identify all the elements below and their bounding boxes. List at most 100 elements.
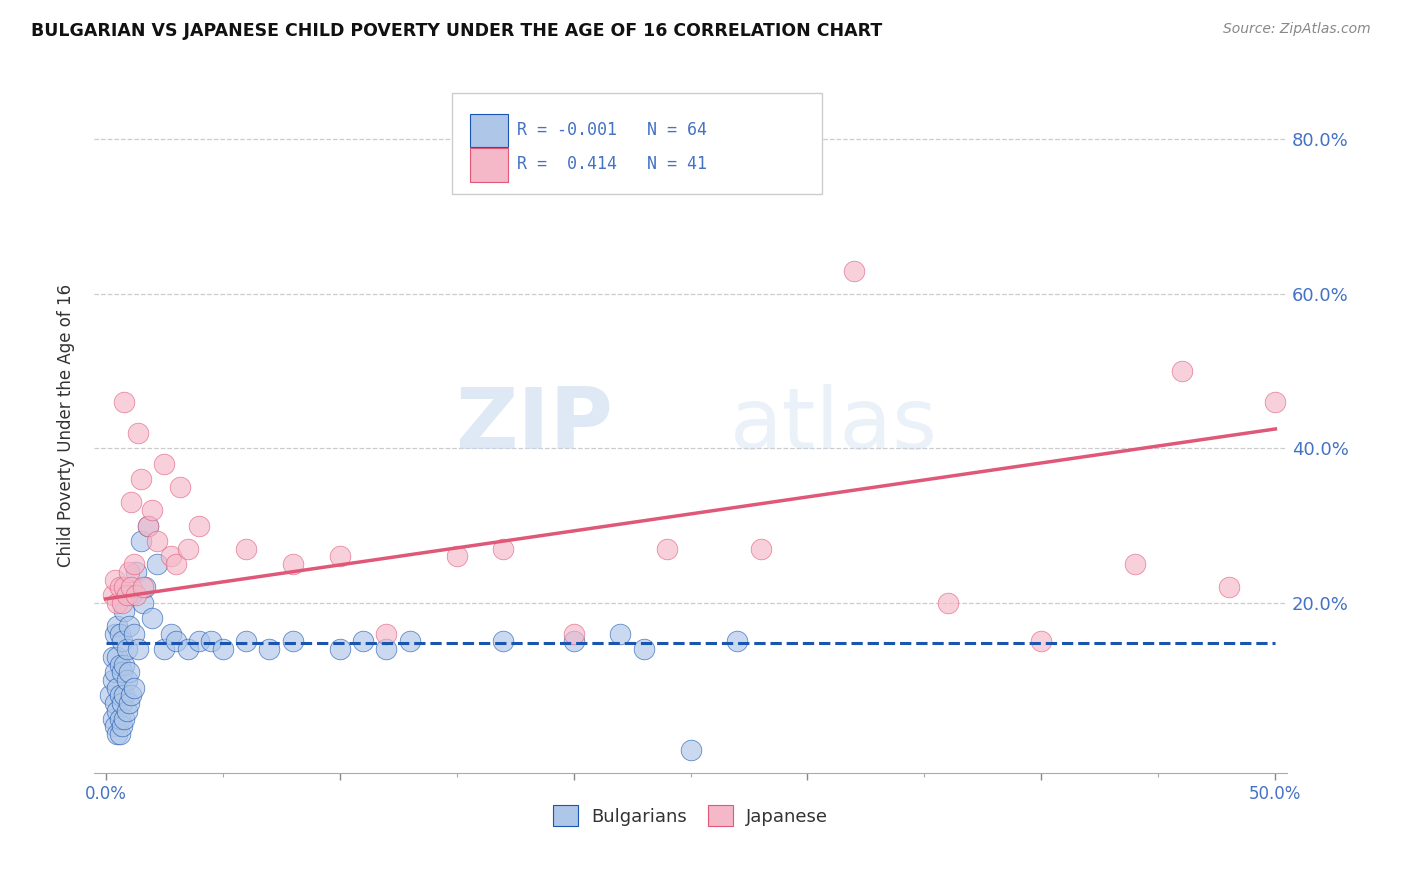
Point [112,689,135,703]
Point [105,596,128,610]
Text: R = -0.001   N = 64: R = -0.001 N = 64 [517,120,707,138]
Point [749,541,772,556]
Point [492,634,515,648]
Point [609,626,631,640]
Point [115,642,138,657]
Point [141,611,163,625]
Point [105,727,128,741]
Point [118,665,141,680]
Point [98,689,121,703]
Point [562,626,585,640]
Point [115,588,138,602]
Point [101,588,124,602]
Point [125,565,148,579]
Text: ZIP: ZIP [456,384,613,467]
Point [146,557,169,571]
Text: Source: ZipAtlas.com: Source: ZipAtlas.com [1223,22,1371,37]
Point [125,588,148,602]
Point [101,673,124,687]
Point [129,472,152,486]
Point [146,533,169,548]
FancyBboxPatch shape [470,113,508,147]
Point [108,727,131,741]
Point [375,642,398,657]
Point [200,634,222,648]
Point [1123,557,1146,571]
Point [111,596,134,610]
Point [281,557,304,571]
Point [115,704,138,718]
Point [104,665,127,680]
Point [165,557,187,571]
Point [936,596,959,610]
Point [120,588,142,602]
Point [176,642,198,657]
Text: BULGARIAN VS JAPANESE CHILD POVERTY UNDER THE AGE OF 16 CORRELATION CHART: BULGARIAN VS JAPANESE CHILD POVERTY UNDE… [31,22,882,40]
Point [129,533,152,548]
Point [122,681,145,695]
Point [188,634,211,648]
Point [108,712,131,726]
Point [375,626,398,640]
Point [136,518,159,533]
Point [105,619,128,633]
Point [165,634,187,648]
Point [111,634,134,648]
Point [329,642,352,657]
Text: R =  0.414   N = 41: R = 0.414 N = 41 [517,155,707,173]
Point [122,626,145,640]
Point [101,649,124,664]
Point [398,634,420,648]
Point [105,681,128,695]
Point [120,689,142,703]
Point [446,549,468,564]
Point [118,696,141,710]
Point [118,619,141,633]
Point [136,518,159,533]
Point [111,665,134,680]
Legend: Bulgarians, Japanese: Bulgarians, Japanese [546,798,835,833]
FancyBboxPatch shape [451,93,821,194]
Point [1264,395,1286,409]
Point [104,573,127,587]
Point [111,696,134,710]
Point [160,549,183,564]
Point [112,580,135,594]
Point [153,642,176,657]
Point [108,657,131,672]
Point [120,580,142,594]
Point [655,541,678,556]
Point [176,541,198,556]
Point [104,626,127,640]
Point [153,457,176,471]
Point [132,596,155,610]
Point [112,603,135,617]
Point [127,425,149,440]
Point [844,263,866,277]
Point [134,580,156,594]
Point [108,626,131,640]
Y-axis label: Child Poverty Under the Age of 16: Child Poverty Under the Age of 16 [58,284,75,566]
Point [235,634,257,648]
Point [101,712,124,726]
Point [1218,580,1240,594]
Point [104,696,127,710]
Point [188,518,211,533]
Point [108,580,131,594]
Point [112,395,135,409]
Point [141,503,163,517]
Point [281,634,304,648]
Point [725,634,748,648]
Point [105,649,128,664]
Point [235,541,257,556]
Point [112,657,135,672]
Point [122,557,145,571]
Point [111,719,134,733]
Point [105,704,128,718]
Point [211,642,233,657]
Point [160,626,183,640]
Point [562,634,585,648]
Point [132,580,155,594]
Text: atlas: atlas [730,384,938,467]
Point [115,673,138,687]
